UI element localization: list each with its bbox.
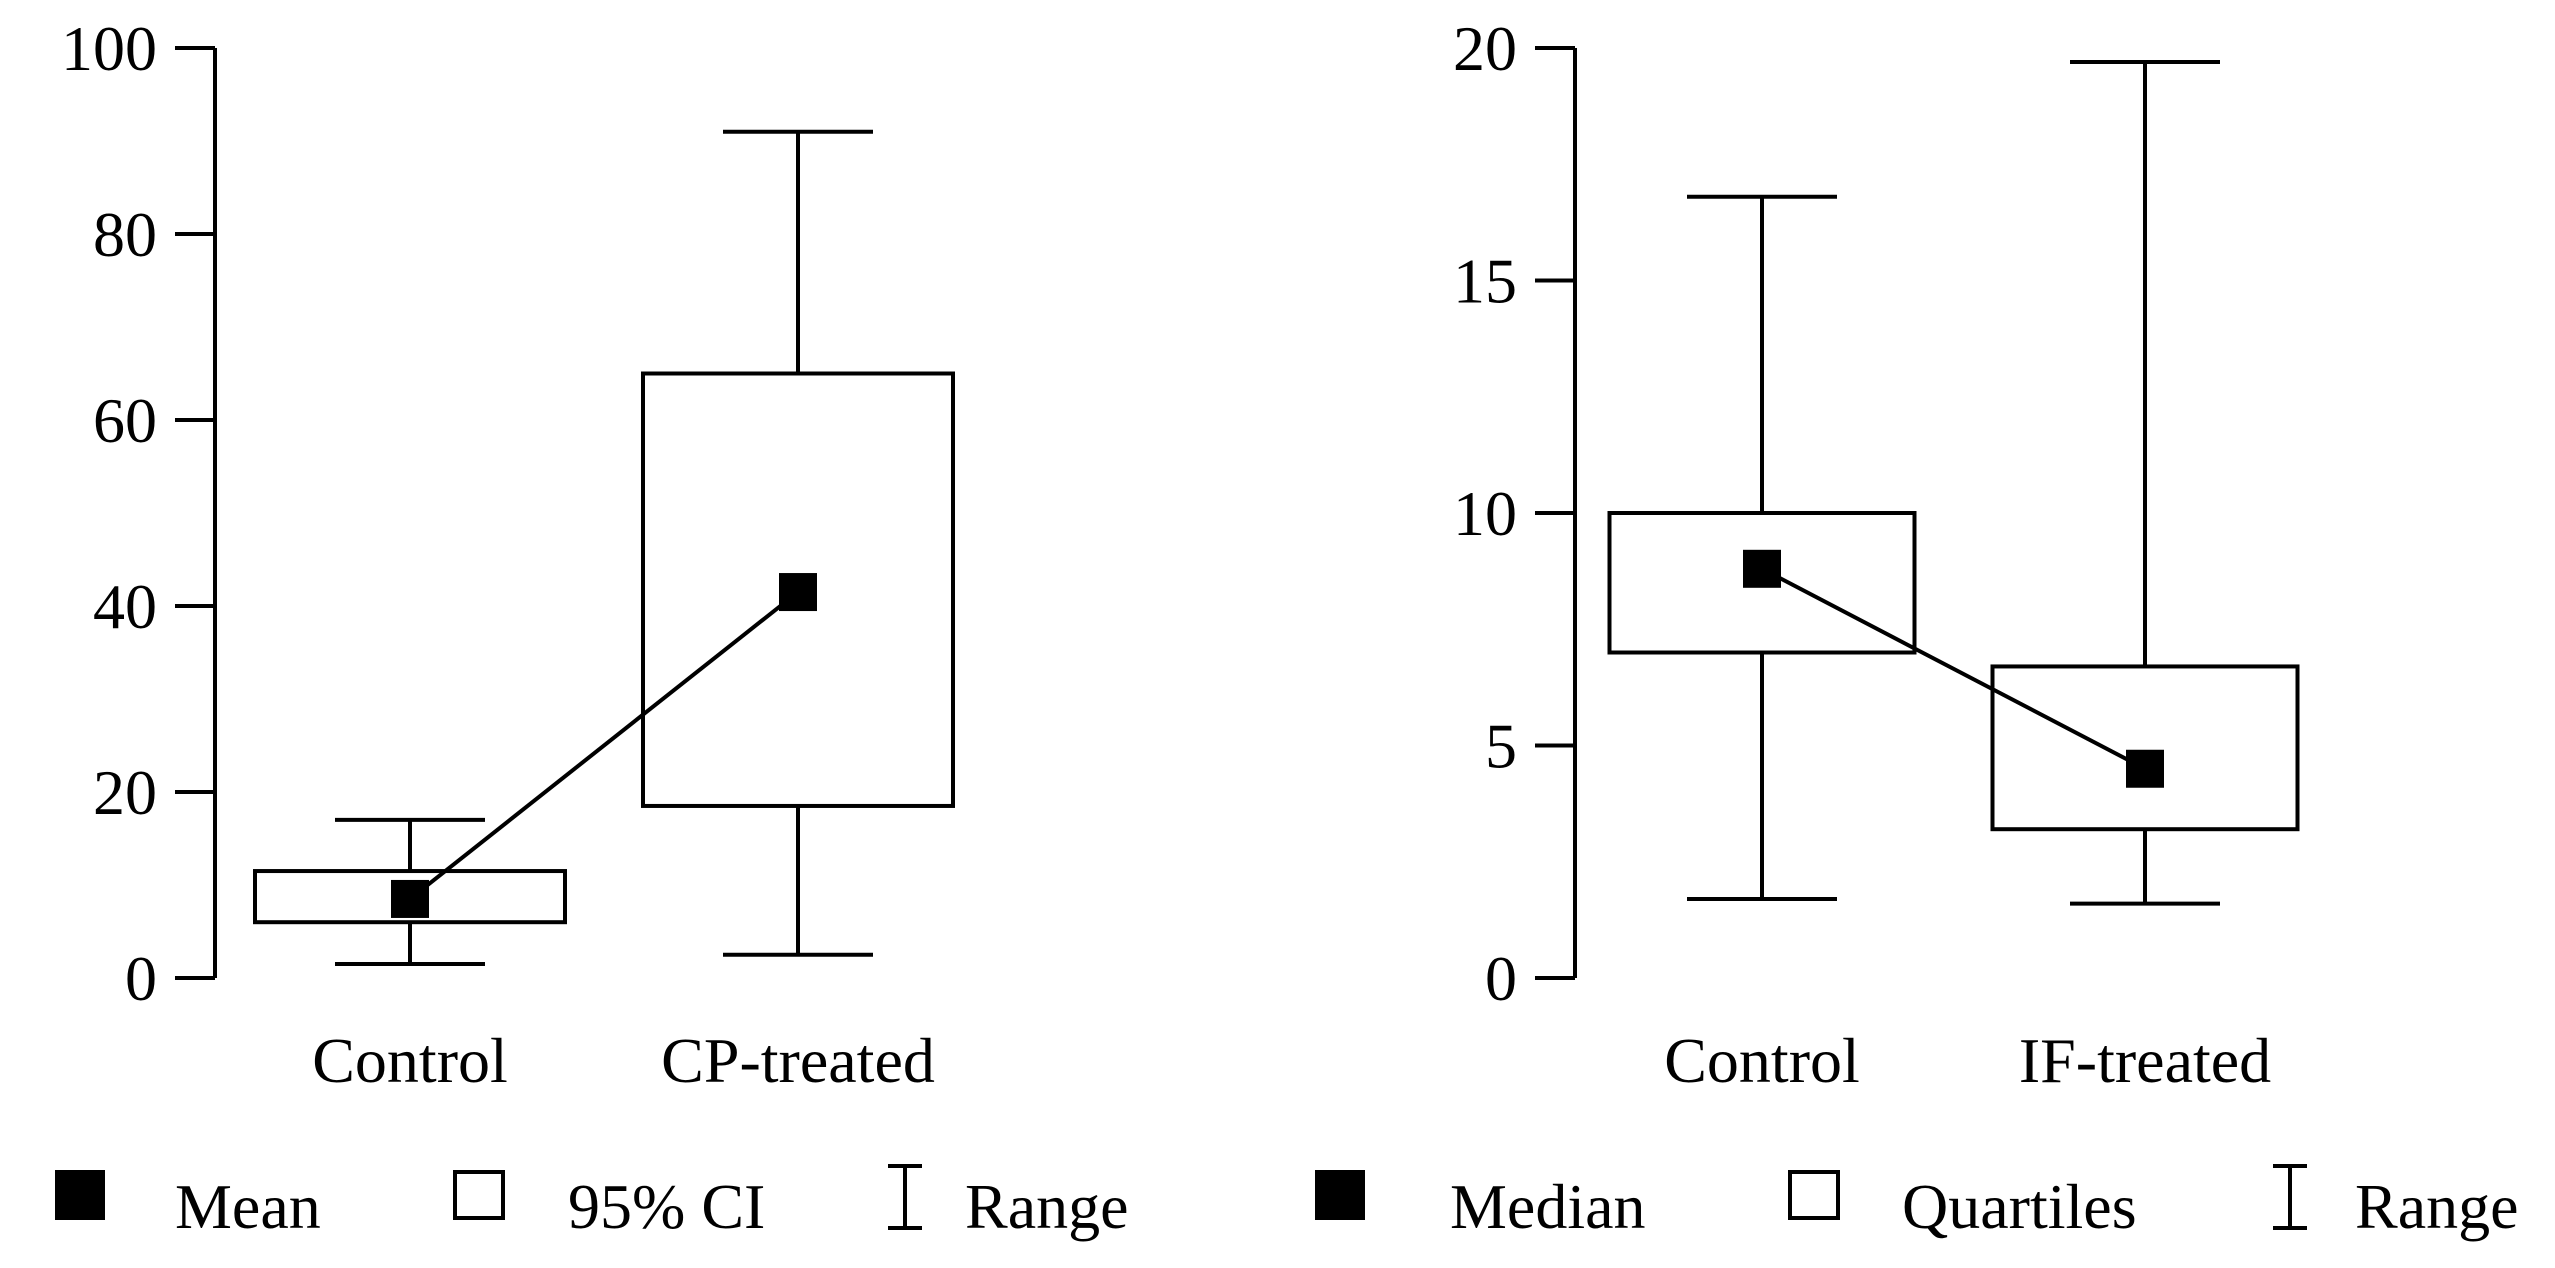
y-tick-label: 15: [1453, 246, 1517, 317]
center-trend-line: [408, 590, 800, 901]
box-control: [1607, 194, 1917, 901]
panel-right-chart: 0 5 10 15 20 Control IF-treated: [1453, 13, 2300, 1096]
y-tick-label: 40: [93, 571, 157, 642]
panel-left-chart: 0 20 40 60 80 100 Control CP-treated: [61, 13, 955, 1096]
y-tick-label: 20: [93, 757, 157, 828]
y-tick-label: 80: [93, 199, 157, 270]
legend-mean-marker: [55, 1170, 105, 1220]
legend-ci-box: [453, 1170, 505, 1220]
category-label: Control: [312, 1025, 508, 1096]
center-marker: [1743, 549, 1781, 588]
interval-box: [1990, 664, 2300, 832]
legend-quartiles-box: [1788, 1170, 1840, 1220]
y-tick-label: 60: [93, 385, 157, 456]
legend-range-icon: [2273, 1164, 2307, 1230]
legend-median-label: Median: [1450, 1171, 1646, 1242]
legend-ci-label: 95% CI: [568, 1171, 765, 1242]
center-marker: [779, 573, 817, 612]
category-label: CP-treated: [661, 1025, 935, 1096]
legend-mean-label: Mean: [175, 1171, 321, 1242]
legend-range-label: Range: [965, 1171, 1129, 1242]
box-if-treated: [1990, 59, 2300, 906]
legend-median-marker: [1315, 1170, 1365, 1220]
center-trend-line: [1761, 567, 2146, 771]
y-tick-label: 0: [1485, 943, 1517, 1014]
category-label: Control: [1664, 1025, 1860, 1096]
legend-left: Mean 95% CI Range: [55, 1164, 1129, 1242]
legend-right: Median Quartiles Range: [1315, 1164, 2519, 1242]
y-tick-label: 0: [125, 943, 157, 1014]
legend-range-label-right: Range: [2355, 1171, 2519, 1242]
y-tick-label: 100: [61, 13, 157, 84]
category-label: IF-treated: [2019, 1025, 2271, 1096]
y-tick-label: 10: [1453, 478, 1517, 549]
legend-range-icon: [888, 1164, 922, 1230]
y-tick-label: 20: [1453, 13, 1517, 84]
box-cp-treated: [641, 129, 955, 957]
legend-quartiles-label: Quartiles: [1902, 1171, 2137, 1242]
y-tick-label: 5: [1485, 711, 1517, 782]
center-marker: [391, 879, 429, 918]
center-marker: [2126, 749, 2164, 788]
